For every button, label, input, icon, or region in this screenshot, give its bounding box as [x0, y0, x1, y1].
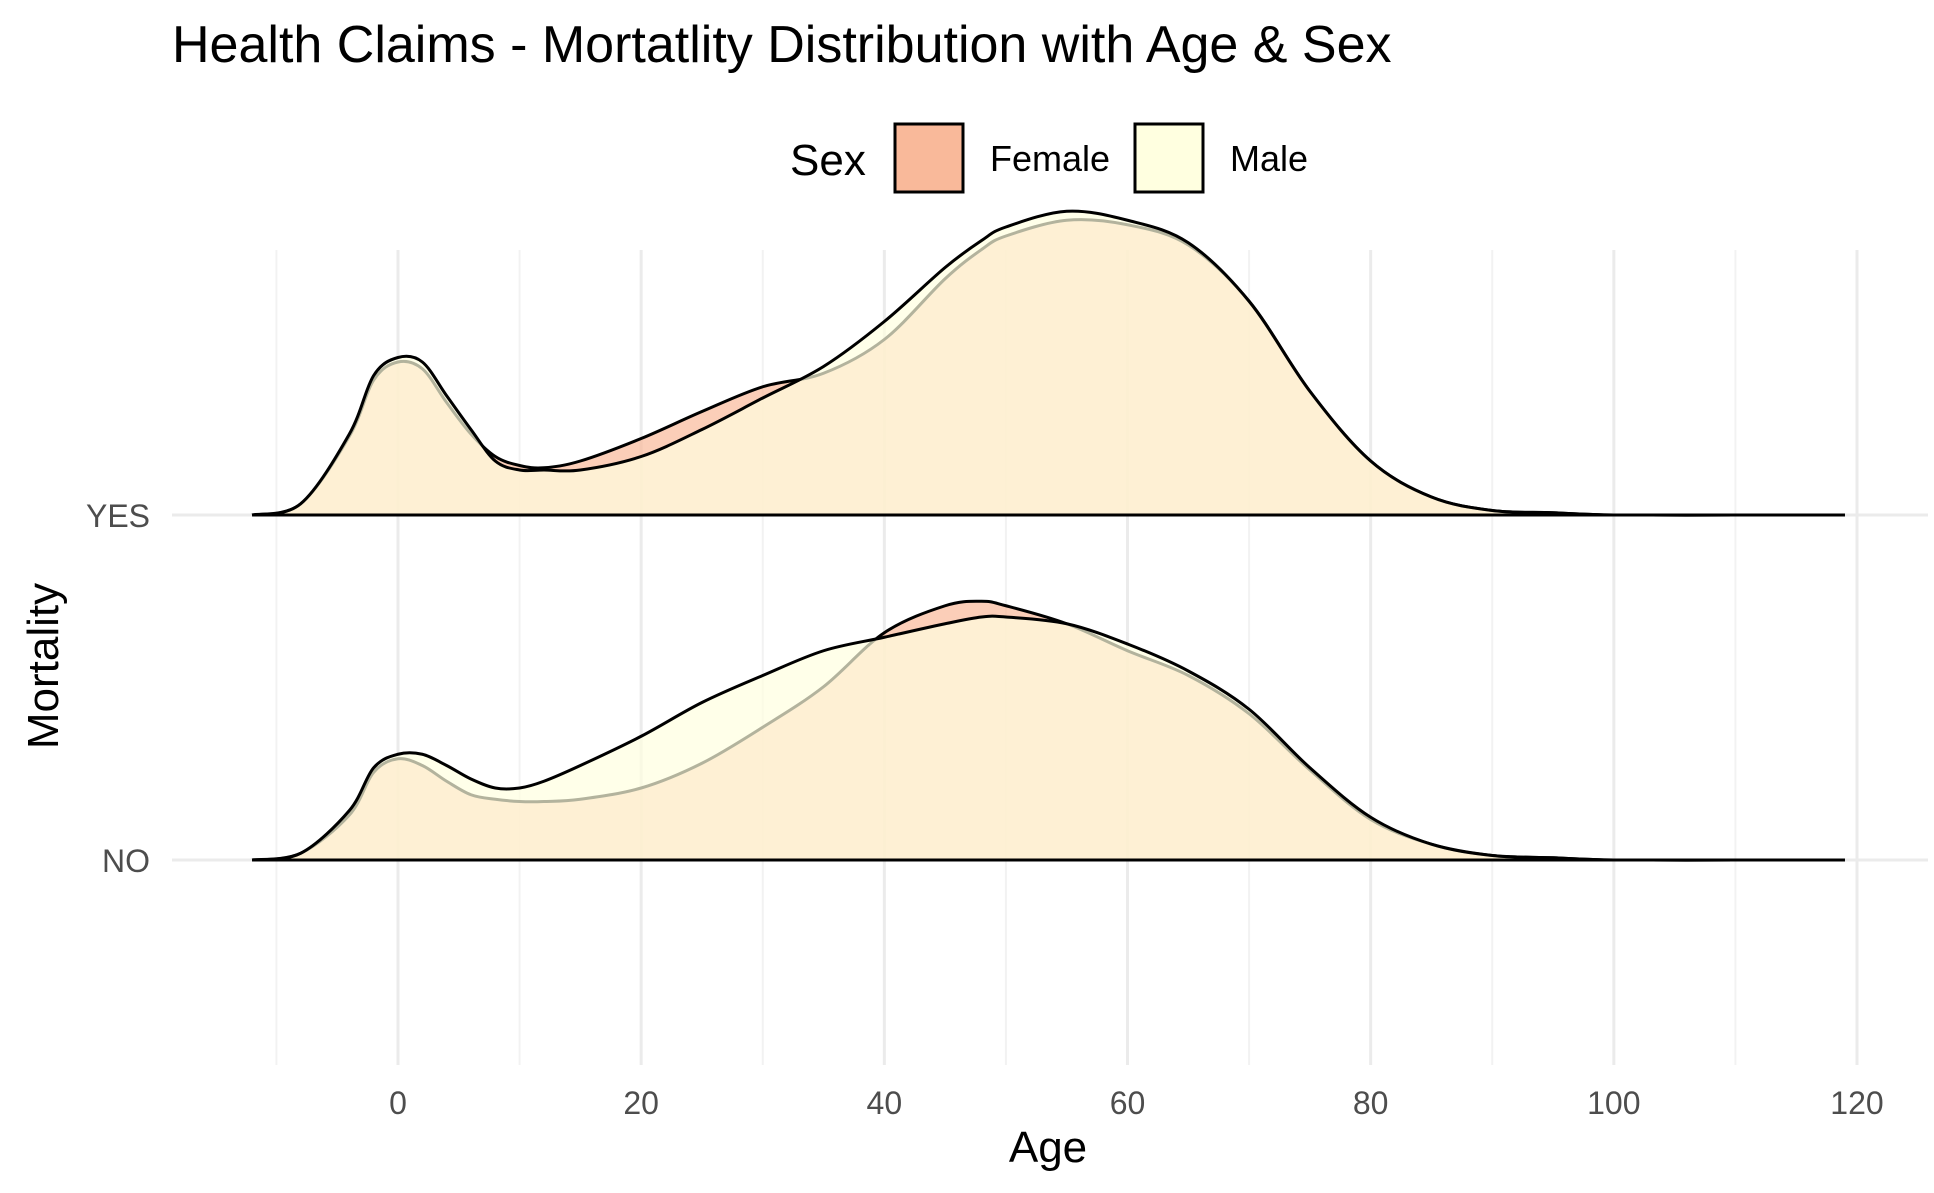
ridge-line-yes-male — [251, 209, 1845, 517]
ridge-area-yes-male — [252, 211, 1845, 516]
y-axis-title: Mortality — [19, 583, 68, 749]
x-tick-label-60: 60 — [1110, 1085, 1146, 1121]
x-tick-label-120: 120 — [1830, 1085, 1883, 1121]
x-tick-label-0: 0 — [389, 1085, 407, 1121]
legend-label-male: Male — [1230, 138, 1308, 179]
ticks: 0 20 40 60 80 100 120 NO YES — [86, 498, 1884, 1121]
ridge-area-no-male — [252, 616, 1845, 861]
legend-label-female: Female — [990, 138, 1110, 179]
x-tick-label-80: 80 — [1353, 1085, 1389, 1121]
chart-title: Health Claims - Mortatlity Distribution … — [172, 16, 1392, 74]
legend-key-female — [893, 122, 965, 194]
legend-key-male — [1133, 122, 1205, 194]
ridges — [251, 209, 1845, 862]
legend-title: Sex — [790, 136, 866, 185]
y-tick-label-yes: YES — [86, 498, 150, 534]
x-tick-label-100: 100 — [1587, 1085, 1640, 1121]
x-tick-label-40: 40 — [867, 1085, 903, 1121]
y-tick-label-no: NO — [102, 843, 150, 879]
legend: Sex Female Male — [790, 122, 1308, 194]
x-tick-label-20: 20 — [623, 1085, 659, 1121]
x-axis-title: Age — [1009, 1123, 1087, 1172]
ridge-line-no-male — [251, 614, 1845, 862]
